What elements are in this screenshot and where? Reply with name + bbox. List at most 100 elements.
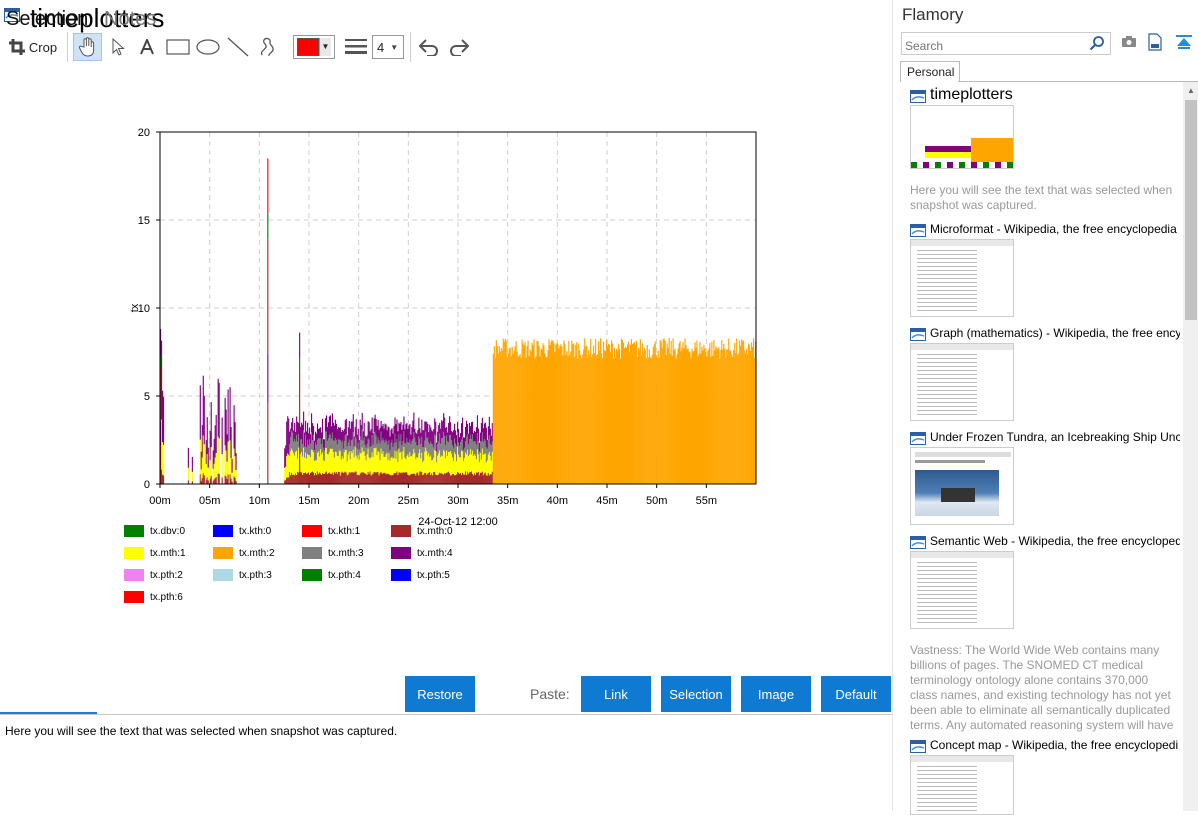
line-tool-button[interactable] bbox=[225, 33, 251, 61]
chart-bar bbox=[199, 385, 201, 440]
snapshot-thumbnail[interactable] bbox=[910, 755, 1014, 815]
paste-selection-button[interactable]: Selection bbox=[661, 676, 731, 712]
chart-bar bbox=[365, 436, 367, 448]
chart-bar bbox=[349, 472, 351, 484]
chart-bar bbox=[235, 470, 237, 481]
scroll-up-icon[interactable]: ▲ bbox=[1187, 86, 1195, 95]
chart-bar bbox=[456, 474, 458, 484]
chart-bar bbox=[360, 424, 362, 441]
tab-selection[interactable]: Selection bbox=[6, 8, 89, 30]
camera-icon[interactable] bbox=[1121, 35, 1137, 49]
restore-button[interactable]: Restore bbox=[405, 676, 475, 712]
chart-bar bbox=[363, 437, 365, 451]
snapshot-title[interactable]: timeplotters bbox=[930, 86, 1013, 103]
search-icon[interactable] bbox=[1089, 35, 1105, 51]
chart-bar bbox=[437, 431, 439, 445]
line-width-icon-button[interactable] bbox=[342, 33, 370, 61]
chart-bar bbox=[309, 439, 311, 456]
snapshot-thumbnail[interactable] bbox=[910, 105, 1014, 169]
chart-bar bbox=[531, 342, 533, 484]
chart-bar bbox=[447, 455, 449, 473]
ellipse-tool-button[interactable] bbox=[194, 33, 222, 61]
chart-bar bbox=[510, 356, 512, 484]
text-icon bbox=[140, 39, 154, 55]
crop-button[interactable]: Crop bbox=[6, 33, 60, 61]
legend-item: tx.pth:3 bbox=[213, 568, 272, 582]
snapshot-title[interactable]: Microformat - Wikipedia, the free encycl… bbox=[930, 222, 1177, 236]
legend-label: tx.pth:5 bbox=[417, 569, 450, 581]
chart-bar bbox=[406, 438, 408, 456]
chart-bar bbox=[418, 417, 420, 437]
document-icon[interactable] bbox=[1148, 33, 1162, 51]
line-width-select[interactable]: 4 ▼ bbox=[372, 35, 404, 59]
chart-bar bbox=[471, 421, 474, 435]
chart-bar bbox=[340, 431, 342, 443]
chart-bar bbox=[381, 453, 383, 474]
chart-bar bbox=[751, 342, 753, 484]
pan-tool-button[interactable] bbox=[73, 33, 102, 61]
chart-bar bbox=[297, 441, 299, 459]
chart-bar bbox=[327, 454, 330, 474]
chart-bar bbox=[563, 340, 565, 484]
snapshot-title[interactable]: Semantic Web - Wikipedia, the free encyc… bbox=[930, 534, 1180, 548]
chart-bar bbox=[353, 446, 355, 458]
snapshot-title[interactable]: Graph (mathematics) - Wikipedia, the fre… bbox=[930, 326, 1180, 340]
scrollbar-thumb[interactable] bbox=[1185, 100, 1197, 320]
chart-bar bbox=[459, 472, 462, 484]
undo-button[interactable] bbox=[416, 33, 442, 61]
chart-bar bbox=[476, 433, 479, 450]
chart-bar bbox=[341, 471, 343, 484]
search-input[interactable] bbox=[901, 32, 1111, 55]
paste-image-button[interactable]: Image bbox=[741, 676, 811, 712]
chart-bar bbox=[718, 347, 720, 484]
snapshot-thumbnail[interactable] bbox=[910, 551, 1014, 629]
chart-bar bbox=[332, 422, 334, 441]
snapshot-title[interactable]: Under Frozen Tundra, an Icebreaking Ship… bbox=[930, 430, 1180, 444]
snapshot-thumbnail[interactable] bbox=[910, 343, 1014, 421]
rectangle-tool-button[interactable] bbox=[164, 33, 192, 61]
chart-bar bbox=[734, 342, 736, 484]
chart-bar bbox=[702, 350, 704, 484]
chart-bar bbox=[324, 431, 327, 448]
chart-bar bbox=[373, 448, 375, 472]
y-axis-label: tx bbox=[129, 303, 141, 312]
chart-bar bbox=[291, 430, 293, 449]
chart-bar bbox=[412, 454, 414, 474]
x-tick-label: 00m bbox=[149, 495, 170, 507]
redo-button[interactable] bbox=[446, 33, 472, 61]
chart-bar bbox=[451, 440, 453, 454]
chart-bar bbox=[397, 431, 399, 450]
chart-bar bbox=[601, 353, 603, 484]
chart-bar bbox=[383, 440, 385, 457]
chart-bar bbox=[593, 345, 595, 484]
chart-bar bbox=[325, 431, 328, 448]
color-picker[interactable]: ▼ bbox=[293, 35, 335, 59]
chart-bar bbox=[306, 473, 308, 484]
chart-bar bbox=[373, 432, 375, 449]
chart-bar bbox=[287, 453, 289, 478]
chart-bar bbox=[640, 355, 642, 484]
chart-bar bbox=[486, 475, 488, 484]
chart-bar bbox=[436, 451, 438, 463]
chart-bar bbox=[426, 474, 428, 484]
chart-bar bbox=[395, 472, 397, 484]
tab-personal[interactable]: Personal bbox=[900, 61, 961, 82]
chart-bar bbox=[226, 434, 228, 462]
snapshot-thumbnail[interactable] bbox=[910, 447, 1014, 525]
chart-bar bbox=[375, 472, 377, 484]
tab-notes[interactable]: Notes bbox=[104, 8, 157, 30]
snapshot-thumbnail[interactable] bbox=[910, 239, 1014, 317]
paste-link-button[interactable]: Link bbox=[581, 676, 651, 712]
paste-default-button[interactable]: Default bbox=[821, 676, 891, 712]
chart-bar bbox=[371, 474, 373, 484]
sidebar-scrollbar[interactable]: ▲ bbox=[1183, 82, 1198, 811]
text-tool-button[interactable] bbox=[135, 33, 159, 61]
chart-bar bbox=[666, 343, 668, 484]
snapshot-title[interactable]: Concept map - Wikipedia, the free encycl… bbox=[930, 738, 1179, 752]
select-tool-button[interactable] bbox=[106, 33, 132, 61]
chart-bar bbox=[363, 450, 365, 473]
chart-bar bbox=[435, 421, 437, 436]
chart-bar bbox=[331, 472, 333, 484]
freehand-tool-button[interactable] bbox=[255, 33, 281, 61]
pin-icon[interactable] bbox=[1175, 34, 1193, 50]
